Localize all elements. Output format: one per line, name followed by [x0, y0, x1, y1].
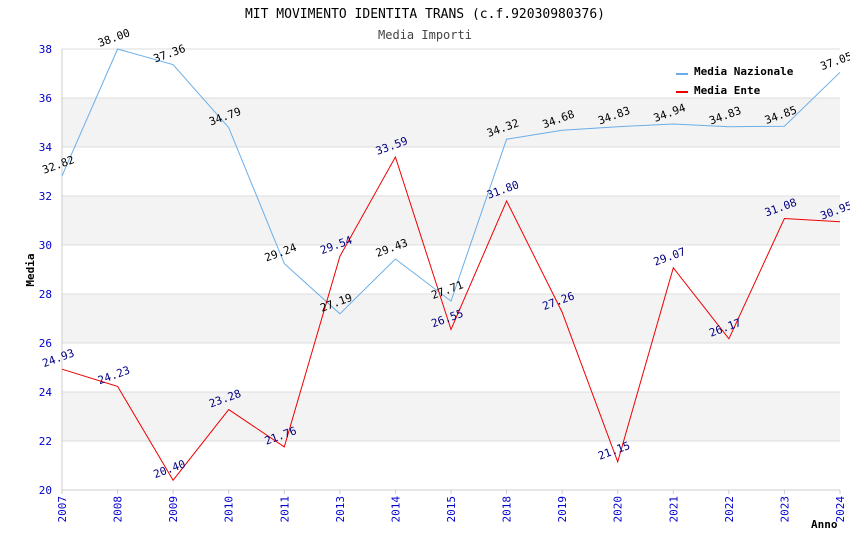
y-tick-label: 26: [39, 337, 52, 350]
data-label: 29.07: [652, 245, 688, 269]
x-tick-label: 2010: [223, 496, 236, 523]
grid-band: [62, 294, 840, 343]
x-tick-label: 2014: [389, 496, 402, 523]
data-label: 38.00: [96, 26, 132, 50]
x-axis-ticks: 2007 2008 2009 2010 2011 2013 2014 2015 2018 2019…: [56, 490, 847, 523]
data-label: 32.82: [41, 153, 77, 177]
data-label: 20.40: [152, 457, 188, 481]
x-tick-label: 2022: [723, 496, 736, 523]
y-tick-label: 24: [39, 386, 53, 399]
axes: [61, 49, 840, 491]
data-label: 24.23: [96, 364, 132, 388]
y-tick-label: 36: [39, 92, 52, 105]
y-tick-label: 38: [39, 43, 52, 56]
legend: Media Nazionale Media Ente: [676, 65, 794, 97]
legend-label-media-nazionale: Media Nazionale: [694, 65, 794, 78]
grid-lines: [62, 48, 840, 491]
y-tick-label: 30: [39, 239, 52, 252]
x-tick-label: 2013: [334, 496, 347, 523]
x-axis-label: Anno: [811, 518, 838, 531]
x-tick-label: 2018: [501, 496, 514, 523]
chart-subtitle: Media Importi: [378, 28, 472, 42]
x-tick-label: 2008: [112, 496, 125, 523]
x-tick-label: 2023: [778, 496, 791, 523]
x-tick-label: 2009: [167, 496, 180, 523]
data-label: 21.15: [596, 439, 632, 463]
y-tick-label: 22: [39, 435, 52, 448]
data-label: 24.93: [41, 346, 77, 370]
x-tick-label: 2019: [556, 496, 569, 523]
y-axis-ticks: 20 22 24 26 28 30 32 34 36 38: [39, 43, 53, 497]
grid-bands: [62, 98, 840, 441]
data-label: 37.36: [152, 42, 188, 66]
legend-label-media-ente: Media Ente: [694, 84, 761, 97]
x-tick-label: 2024: [834, 496, 847, 523]
x-tick-label: 2011: [278, 496, 291, 523]
series-line-media-nazionale: [61, 48, 841, 315]
grid-band: [62, 98, 840, 147]
x-tick-label: 2020: [612, 496, 625, 523]
y-tick-label: 32: [39, 190, 52, 203]
y-tick-label: 20: [39, 484, 52, 497]
grid-band: [62, 392, 840, 441]
y-tick-label: 28: [39, 288, 52, 301]
grid-band: [62, 196, 840, 245]
y-axis-label: Media: [24, 253, 37, 286]
x-tick-label: 2021: [667, 496, 680, 523]
x-tick-label: 2007: [56, 496, 69, 523]
y-tick-label: 34: [39, 141, 53, 154]
series-line-media-ente: [61, 155, 841, 482]
chart-title: MIT MOVIMENTO IDENTITA TRANS (c.f.920309…: [245, 7, 605, 22]
series-lines: [61, 48, 841, 482]
data-label: 37.05: [819, 50, 850, 74]
x-tick-label: 2015: [445, 496, 458, 523]
